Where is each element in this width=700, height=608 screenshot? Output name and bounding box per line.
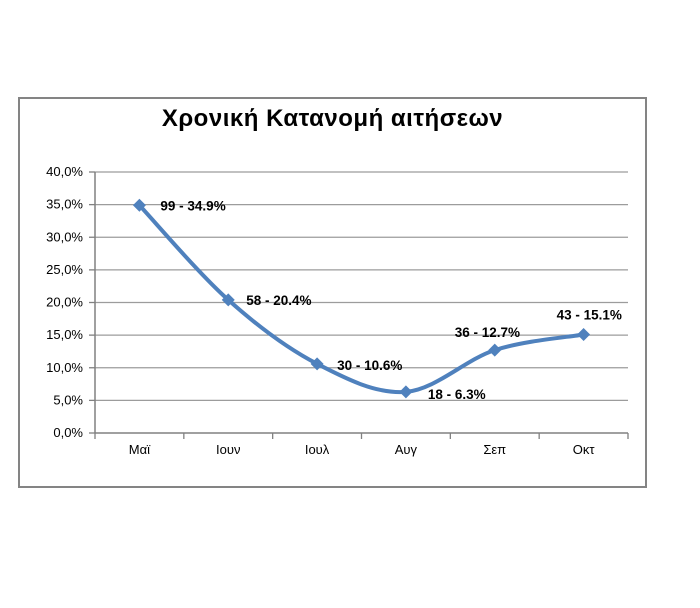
x-axis-category-label: Ιουν <box>216 442 240 457</box>
data-point-label: 18 - 6.3% <box>428 387 486 402</box>
data-point-label: 58 - 20.4% <box>246 293 311 308</box>
chart-frame: Χρονική Κατανομή αιτήσεων 0,0% 5,0% 10,0% 1… <box>18 97 647 488</box>
data-point-marker <box>488 343 502 357</box>
x-axis-category-label: Μαϊ <box>129 442 151 457</box>
line-chart-plot: 0,0% 5,0% 10,0% 15,0% 20,0% 25,0% 30,0% 35,0% 40… <box>46 164 629 457</box>
x-axis-category-label: Ιουλ <box>305 442 330 457</box>
chart-title: Χρονική Κατανομή αιτήσεων <box>161 105 504 132</box>
data-point-label: 30 - 10.6% <box>337 358 402 373</box>
y-axis-tick-label: 10,0% <box>46 360 83 375</box>
y-axis-tick-label: 5,0% <box>53 392 83 407</box>
y-axis-tick-label: 40,0% <box>46 164 83 179</box>
y-axis-tick-label: 25,0% <box>46 262 83 277</box>
data-point-marker <box>221 293 235 307</box>
data-point-label: 43 - 15.1% <box>557 307 622 322</box>
data-point-marker <box>577 327 591 341</box>
x-axis-category-label: Σεπ <box>483 442 506 457</box>
data-point-label: 36 - 12.7% <box>455 325 520 340</box>
y-axis-tick-label: 35,0% <box>46 197 83 212</box>
y-axis-tick-label: 15,0% <box>46 327 83 342</box>
data-point-marker <box>132 198 146 212</box>
data-point-label: 99 - 34.9% <box>160 198 225 213</box>
data-point-marker <box>399 385 413 399</box>
x-axis-category-label: Οκτ <box>573 442 596 457</box>
data-point-marker <box>310 357 324 371</box>
y-axis-tick-label: 0,0% <box>53 425 83 440</box>
y-axis-tick-label: 20,0% <box>46 295 83 310</box>
y-axis-tick-label: 30,0% <box>46 229 83 244</box>
x-axis-category-label: Αυγ <box>395 442 418 457</box>
